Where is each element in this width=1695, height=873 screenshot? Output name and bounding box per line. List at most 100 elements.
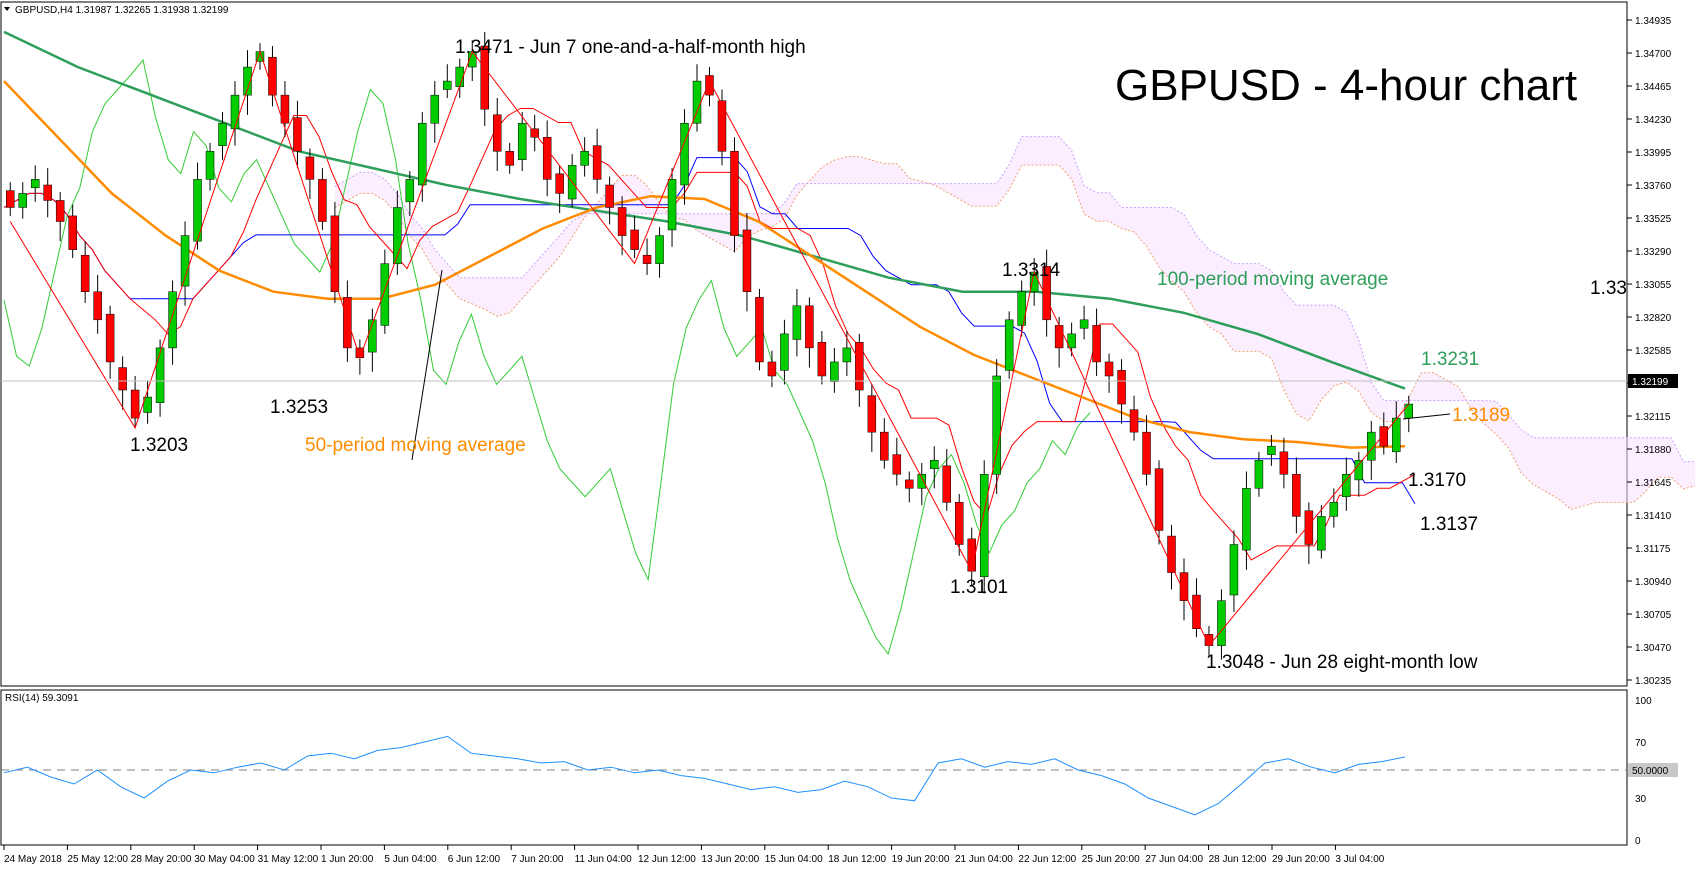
candle-bull bbox=[18, 193, 27, 208]
time-tick-label: 28 Jun 12:00 bbox=[1209, 854, 1267, 865]
time-tick-label: 29 Jun 20:00 bbox=[1272, 854, 1330, 865]
candle-bull bbox=[830, 361, 839, 382]
candle-bull bbox=[917, 474, 927, 489]
zigzag-line bbox=[9, 50, 1410, 647]
candle-bull bbox=[1329, 502, 1339, 517]
annotation-13203: 1.3203 bbox=[130, 435, 188, 456]
price-tick-label: 1.30470 bbox=[1635, 643, 1672, 654]
candle-bear bbox=[767, 361, 777, 377]
annotation-ma50: 50-period moving average bbox=[305, 435, 526, 456]
price-tick-label: 1.34935 bbox=[1635, 16, 1672, 27]
candle-bear bbox=[1092, 325, 1101, 363]
current-price-text: 1.32199 bbox=[1632, 377, 1669, 388]
candle-bear bbox=[43, 184, 52, 201]
chart-title: GBPUSD - 4-hour chart bbox=[1115, 61, 1577, 110]
candle-bear bbox=[305, 156, 315, 180]
candle-bear bbox=[1167, 535, 1176, 573]
candlesticks bbox=[5, 31, 1414, 660]
candle-bear bbox=[805, 305, 814, 349]
candle-bear bbox=[592, 145, 602, 180]
candle-bull bbox=[405, 179, 415, 203]
candle-bear bbox=[293, 117, 302, 152]
candle-bear bbox=[1104, 361, 1114, 377]
chikou-span-line bbox=[3, 58, 1091, 656]
candle-bull bbox=[1004, 319, 1014, 371]
candle-bear bbox=[880, 431, 889, 461]
candle-bull bbox=[930, 459, 939, 469]
price-axis: 1.34935 1.34700 1.34465 1.34230 1.33995 1.337… bbox=[1627, 16, 1672, 687]
rsi-line bbox=[3, 735, 1406, 816]
price-tick-label: 1.30235 bbox=[1635, 676, 1672, 687]
candle-bull bbox=[430, 94, 440, 124]
senkou-span-a bbox=[334, 156, 1695, 510]
candle-bear bbox=[742, 229, 752, 292]
rsi-tick-label: 100 bbox=[1635, 696, 1652, 707]
time-tick-label: 5 Jun 04:00 bbox=[384, 854, 437, 865]
time-tick-label: 19 Jun 20:00 bbox=[892, 854, 950, 865]
candle-bull bbox=[655, 235, 664, 264]
candle-bull bbox=[393, 207, 402, 264]
annotation-13253: 1.3253 bbox=[270, 397, 328, 418]
time-tick-label: 11 Jun 04:00 bbox=[575, 854, 633, 865]
candle-bull bbox=[1342, 474, 1351, 497]
annotation-13189: 1.3189 bbox=[1452, 405, 1510, 426]
price-tick-label: 1.32115 bbox=[1635, 412, 1671, 423]
price-tick-label: 1.31175 bbox=[1635, 544, 1671, 555]
price-tick-label: 1.34700 bbox=[1635, 49, 1672, 60]
time-tick-label: 3 Jul 04:00 bbox=[1335, 854, 1384, 865]
price-tick-label: 1.33525 bbox=[1635, 214, 1672, 225]
candle-bull bbox=[243, 66, 252, 96]
time-tick-label: 25 Jun 20:00 bbox=[1082, 854, 1140, 865]
candle-bear bbox=[855, 342, 864, 391]
candle-bull bbox=[1254, 459, 1264, 489]
price-tick-label: 1.31880 bbox=[1635, 445, 1672, 456]
candle-bull bbox=[1079, 319, 1089, 329]
candle-bull bbox=[1229, 544, 1239, 596]
candle-bear bbox=[642, 254, 652, 264]
candle-bear bbox=[5, 190, 15, 208]
candle-bear bbox=[542, 137, 552, 180]
candle-bull bbox=[1404, 403, 1414, 419]
price-tick-label: 1.31410 bbox=[1635, 511, 1672, 522]
candle-bear bbox=[1304, 510, 1314, 545]
ma50-line bbox=[3, 80, 1406, 449]
rsi-tick-label: 0 bbox=[1635, 836, 1641, 847]
candle-bear bbox=[905, 479, 914, 489]
cloud-area bbox=[334, 136, 1695, 510]
candle-bear bbox=[330, 215, 340, 292]
candle-bull bbox=[168, 291, 177, 349]
time-tick-label: 1 Jun 20:00 bbox=[321, 854, 374, 865]
time-tick-label: 12 Jun 12:00 bbox=[638, 854, 696, 865]
candle-bear bbox=[118, 367, 127, 391]
rsi-level-box bbox=[1628, 763, 1678, 777]
tenkan-sen-line bbox=[3, 108, 1416, 561]
candle-bull bbox=[1217, 600, 1226, 646]
candle-bear bbox=[892, 454, 902, 475]
candle-bear bbox=[817, 342, 827, 377]
candle-bear bbox=[1292, 474, 1301, 517]
dropdown-triangle-icon[interactable] bbox=[4, 7, 10, 11]
rsi-level-label: 50.0000 bbox=[1632, 766, 1669, 777]
candle-bull bbox=[443, 80, 452, 90]
time-tick-label: 24 May 2018 bbox=[4, 854, 62, 865]
candle-bull bbox=[1267, 445, 1276, 455]
candle-bear bbox=[1042, 266, 1051, 321]
candle-bull bbox=[780, 333, 789, 371]
time-tick-label: 27 Jun 04:00 bbox=[1145, 854, 1203, 865]
symbol-info: GBPUSD,H4 1.31987 1.32265 1.31938 1.3219… bbox=[15, 5, 229, 16]
candle-bull bbox=[992, 375, 1001, 475]
price-tick-label: 1.31645 bbox=[1635, 478, 1672, 489]
rsi-panel-frame bbox=[0, 689, 1628, 846]
candle-bull bbox=[155, 347, 165, 403]
candle-bear bbox=[1192, 594, 1201, 629]
candle-bear bbox=[954, 502, 964, 545]
price-tick-label: 1.33995 bbox=[1635, 148, 1672, 159]
candle-bull bbox=[580, 151, 589, 166]
candle-bear bbox=[1179, 572, 1189, 601]
kijun-sen-line bbox=[3, 157, 1416, 505]
time-tick-label: 28 May 20:00 bbox=[131, 854, 192, 865]
annotation-13231: 1.3231 bbox=[1421, 349, 1479, 370]
candle-bear bbox=[705, 75, 714, 96]
candle-bear bbox=[280, 94, 290, 124]
